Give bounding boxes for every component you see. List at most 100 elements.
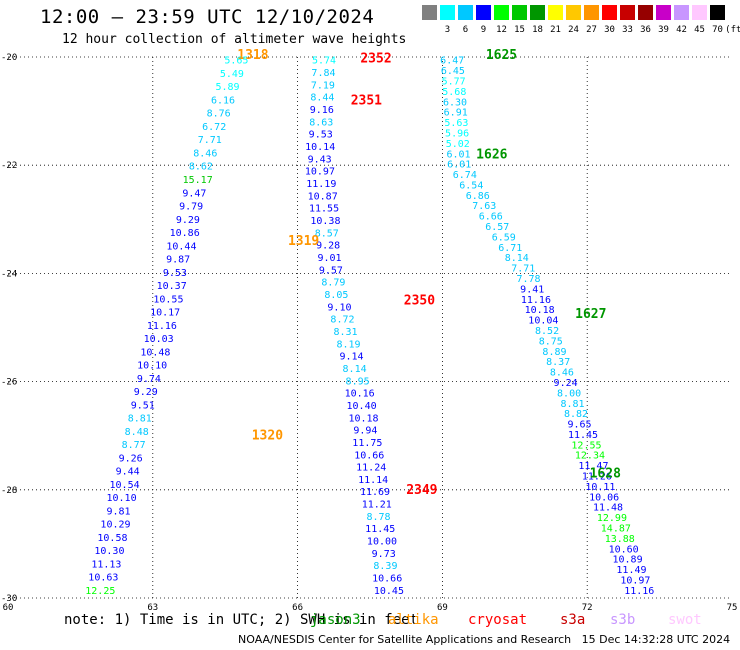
satellite-swot: swot (668, 612, 702, 628)
wave-height-value: 6.59 (492, 232, 516, 243)
wave-height-value: 10.29 (100, 520, 130, 531)
wave-height-value: 10.60 (609, 544, 639, 555)
wave-height-value: 6.57 (485, 222, 509, 233)
x-tick-label: 72 (582, 603, 593, 613)
y-tick-label: -24 (1, 269, 17, 279)
wave-height-value: 8.31 (333, 327, 357, 338)
wave-height-value: 10.04 (528, 316, 558, 327)
pass-time-label: 2350 (404, 293, 435, 308)
wave-height-value: 11.13 (91, 559, 121, 570)
wave-height-value: 9.43 (308, 154, 332, 165)
wave-height-value: 10.89 (613, 555, 643, 566)
scale-label: 70 (712, 25, 723, 35)
wave-height-value: 10.66 (354, 450, 384, 461)
wave-height-value: 8.81 (561, 399, 585, 410)
pass-time-label: 2351 (351, 93, 382, 108)
pass-time-label: 2349 (406, 483, 437, 498)
pass-label: 1625 (486, 48, 517, 63)
scale-label: 30 (604, 25, 615, 35)
wave-height-value: 10.18 (525, 305, 555, 316)
wave-height-value: 8.76 (207, 109, 231, 120)
scale-label: 36 (640, 25, 651, 35)
wave-height-value: 10.66 (372, 574, 402, 585)
wave-height-value: 9.65 (567, 420, 591, 431)
scale-swatch (584, 5, 599, 20)
wave-height-value: 9.57 (319, 265, 343, 276)
wave-height-value: 8.77 (122, 440, 146, 451)
wave-height-value: 10.55 (153, 294, 183, 305)
wave-height-value: 9.74 (137, 374, 161, 385)
wave-height-value: 7.78 (516, 274, 540, 285)
wave-height-value: 10.63 (88, 573, 118, 584)
wave-height-value: 11.48 (593, 503, 623, 514)
wave-height-value: 10.03 (144, 334, 174, 345)
wave-height-value: 10.86 (170, 228, 200, 239)
scale-swatch (440, 5, 455, 20)
satellite-altika: altika (388, 612, 439, 628)
wave-height-value: 9.79 (179, 202, 203, 213)
footer-credit: NOAA/NESDIS Center for Satellite Applica… (238, 633, 731, 646)
wave-height-value: 6.30 (443, 97, 467, 108)
wave-height-value: 8.89 (542, 347, 566, 358)
page-title: 12:00 — 23:59 UTC 12/10/2024 (40, 6, 375, 28)
wave-height-value: 8.75 (539, 336, 563, 347)
scale-swatch (566, 5, 581, 20)
wave-height-value: 8.81 (128, 414, 152, 425)
wave-height-value: 11.69 (360, 487, 390, 498)
wave-height-value: 9.14 (340, 352, 364, 363)
wave-height-value: 8.72 (330, 315, 354, 326)
wave-height-value: 7.71 (198, 135, 222, 146)
scale-swatch (674, 5, 689, 20)
wave-height-value: 11.16 (521, 295, 551, 306)
pass-time-label: 1626 (476, 147, 507, 162)
wave-height-value: 9.24 (554, 378, 578, 389)
wave-height-value: 12.34 (575, 451, 605, 462)
wave-height-value: 11.24 (356, 463, 386, 474)
wave-height-value: 10.30 (94, 546, 124, 557)
wave-height-value: 11.75 (352, 438, 382, 449)
wave-height-value: 9.87 (166, 255, 190, 266)
wave-height-value: 10.87 (308, 191, 338, 202)
wave-height-value: 8.19 (336, 339, 360, 350)
wave-height-value: 10.45 (374, 586, 404, 597)
wave-height-value: 11.16 (624, 586, 654, 597)
scale-swatch (692, 5, 707, 20)
wave-height-value: 8.79 (321, 278, 345, 289)
wave-height-value: 6.72 (202, 122, 226, 133)
wave-height-value: 8.78 (366, 512, 390, 523)
wave-height-value: 5.89 (215, 82, 239, 93)
wave-height-value: 11.55 (309, 204, 339, 215)
wave-height-value: 6.45 (441, 66, 465, 77)
wave-height-value: 12.25 (85, 586, 115, 597)
wave-height-value: 14.87 (601, 524, 631, 535)
wave-height-value: 11.45 (365, 524, 395, 535)
wave-height-value: 8.14 (505, 253, 529, 264)
pass-time-label: 1628 (590, 467, 621, 482)
scale-label: 6 (462, 25, 469, 35)
wave-height-value: 10.17 (150, 308, 180, 319)
wave-height-value: 6.47 (440, 56, 464, 67)
wave-height-value: 9.29 (176, 215, 200, 226)
scale-swatch (512, 5, 527, 20)
wave-height-value: 6.86 (466, 191, 490, 202)
wave-height-value: 6.66 (479, 212, 503, 223)
wave-height-value: 8.39 (373, 561, 397, 572)
pass-time-label: 1627 (575, 307, 606, 322)
wave-height-value: 7.63 (472, 201, 496, 212)
satellite-s3a: s3a (560, 612, 586, 628)
wave-height-value: 11.49 (616, 565, 646, 576)
wave-height-value: 9.53 (163, 268, 187, 279)
wave-height-value: 5.02 (446, 139, 470, 150)
wave-height-value: 11.45 (568, 430, 598, 441)
x-tick-label: 69 (437, 603, 448, 613)
scale-label: 24 (568, 25, 579, 35)
wave-height-value: 9.51 (131, 400, 155, 411)
wave-height-value: 10.37 (157, 281, 187, 292)
wave-height-value: 6.01 (446, 149, 470, 160)
scale-swatch (530, 5, 545, 20)
wave-height-value: 8.44 (310, 93, 334, 104)
wave-height-value: 13.88 (605, 534, 635, 545)
wave-height-value: 5.68 (442, 87, 466, 98)
wave-height-value: 8.52 (535, 326, 559, 337)
